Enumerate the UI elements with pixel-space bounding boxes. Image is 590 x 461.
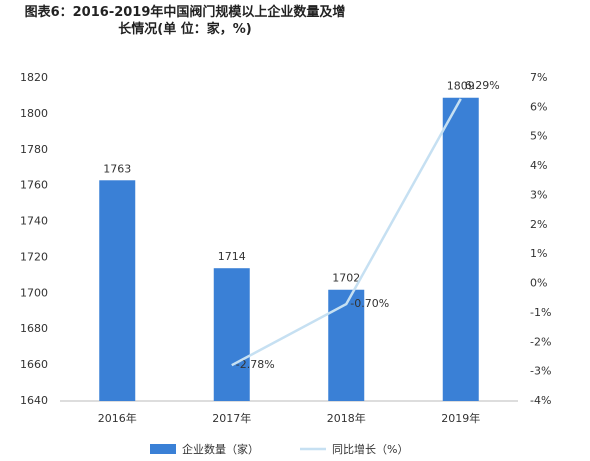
y-tick-label: 1820 [20,71,48,84]
y2-tick-label: 3% [530,188,547,201]
y2-tick-label: -3% [530,365,551,378]
y-tick-label: 1740 [20,215,48,228]
y-tick-label: 1680 [20,322,48,335]
legend-label: 同比增长（%） [332,442,408,456]
y-tick-label: 1780 [20,143,48,156]
bar-value-label: 1809 [447,80,475,93]
bar [213,268,250,401]
y-tick-label: 1700 [20,286,48,299]
x-tick-label: 2017年 [212,411,251,425]
x-tick-label: 2019年 [441,411,480,425]
y2-tick-label: -1% [530,306,551,319]
x-tick-label: 2018年 [327,411,366,425]
y-tick-label: 1640 [20,394,48,407]
bar-value-label: 1763 [103,162,131,175]
line-value-label: -2.78% [236,358,275,371]
line [231,98,462,367]
bar [442,97,479,401]
y2-tick-label: 7% [530,71,547,84]
x-tick-label: 2016年 [98,411,137,425]
bar [99,180,136,401]
y-tick-label: 1660 [20,358,48,371]
y-tick-label: 1760 [20,179,48,192]
legend-swatch [150,444,176,454]
bar [328,289,365,401]
bar-value-label: 1714 [218,250,246,263]
y2-tick-label: 2% [530,218,547,231]
y-tick-label: 1720 [20,250,48,263]
line-value-label: 6.29% [465,79,500,92]
bar-value-label: 1702 [332,272,360,285]
y2-tick-label: 0% [530,277,547,290]
y2-tick-label: 1% [530,247,547,260]
y2-tick-label: -2% [530,335,551,348]
y2-tick-label: -4% [530,394,551,407]
y2-tick-label: 6% [530,100,547,113]
y2-tick-label: 5% [530,130,547,143]
line-value-label: -0.70% [350,297,389,310]
y2-tick-label: 4% [530,159,547,172]
y-tick-label: 1800 [20,107,48,120]
legend-label: 企业数量（家） [182,442,259,456]
chart-title: 图表6：2016-2019年中国阀门规模以上企业数量及增长情况(单 位：家，%) [24,5,346,37]
